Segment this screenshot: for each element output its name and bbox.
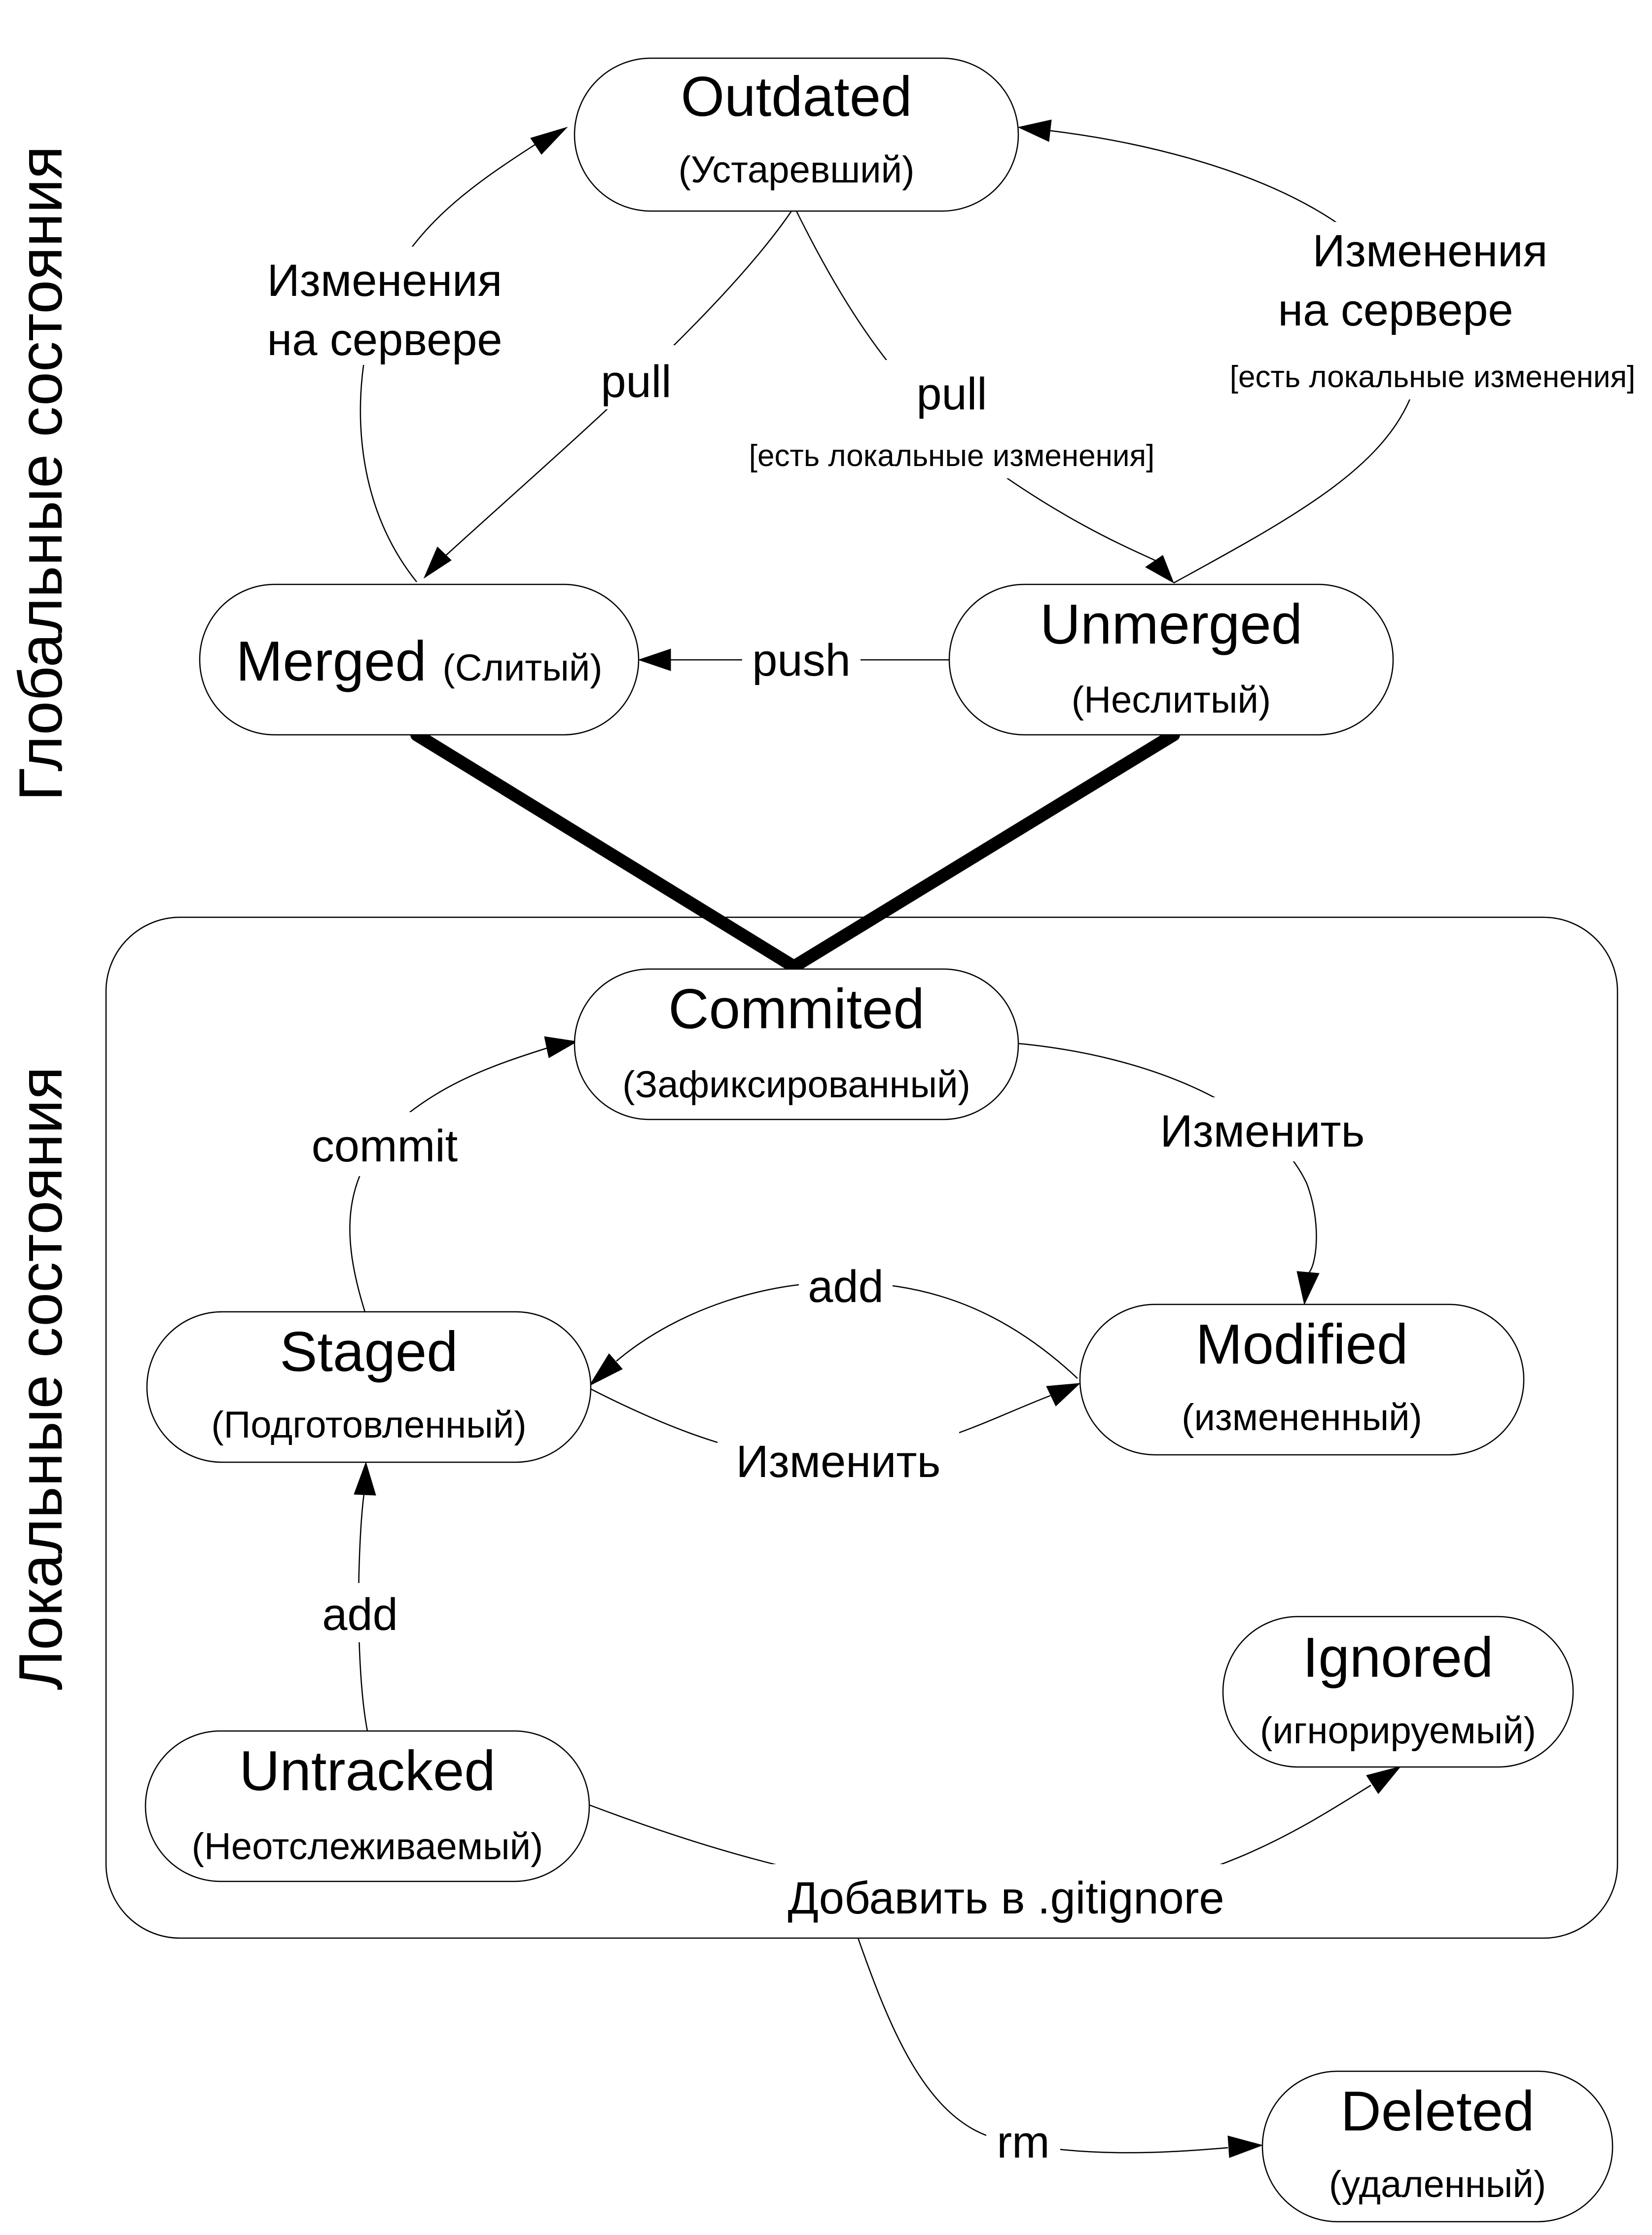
transition-label: push — [752, 635, 851, 685]
label-merged-to-outdated: Изменения на сервере — [251, 247, 518, 365]
transition-label: pull — [916, 369, 987, 419]
state-commited[interactable]: Commited (Зафиксированный) — [574, 968, 1019, 1120]
label-outdated-to-merged: pull — [589, 345, 683, 409]
state-shape — [1222, 1616, 1574, 1768]
arrowhead — [1366, 1766, 1401, 1794]
state-shape — [948, 583, 1394, 736]
label-background — [589, 345, 683, 409]
state-name: Ignored — [1303, 1626, 1494, 1689]
label-background — [718, 1428, 959, 1492]
arrowhead — [1017, 119, 1052, 142]
global-local-link — [410, 728, 1180, 974]
state-shape — [1079, 1303, 1525, 1456]
state-name: Untracked — [239, 1740, 496, 1802]
label-background — [742, 626, 861, 690]
arrowhead — [530, 126, 568, 155]
state-subtitle: (удаленный) — [1329, 2163, 1546, 2205]
state-subtitle: (Слитый) — [442, 647, 602, 689]
state-outdated[interactable]: Outdated (Устаревший) — [574, 57, 1019, 212]
state-staged[interactable]: Staged (Подготовленный) — [146, 1311, 592, 1463]
state-merged[interactable]: Merged (Слитый) — [199, 583, 640, 736]
transition-label: commit — [312, 1121, 458, 1171]
arrowhead — [544, 1036, 578, 1058]
state-untracked[interactable]: Untracked (Неотслеживаемый) — [144, 1730, 590, 1882]
arrowhead — [1145, 555, 1174, 584]
state-shape — [574, 968, 1019, 1120]
state-subtitle: (Подготовленный) — [211, 1404, 526, 1446]
arrowhead — [1046, 1383, 1081, 1406]
state-ignored[interactable]: Ignored (игнорируемый) — [1222, 1616, 1574, 1768]
label-background — [799, 1255, 893, 1314]
state-subtitle: (измененный) — [1182, 1397, 1422, 1439]
label-untracked-to-ignored: Добавить в .gitignore — [762, 1864, 1250, 1928]
local-states-frame — [105, 916, 1618, 1939]
state-subtitle: (Зафиксированный) — [622, 1064, 970, 1106]
state-name: Unmerged — [1040, 593, 1302, 656]
label-commited-to-modified: Изменить — [1144, 1097, 1381, 1161]
transition-label: rm — [997, 2117, 1049, 2167]
state-subtitle: (Устаревший) — [679, 149, 915, 191]
transition-label-line1: Изменения — [267, 255, 503, 306]
transition-label: Изменить — [1160, 1106, 1365, 1156]
label-modified-to-staged: add — [799, 1255, 893, 1314]
label-staged-to-commited: commit — [301, 1112, 468, 1176]
state-name: Staged — [280, 1321, 458, 1383]
label-unmerged-to-merged: push — [742, 626, 861, 690]
transition-label: Добавить в .gitignore — [788, 1873, 1224, 1923]
label-untracked-to-staged: add — [313, 1583, 407, 1642]
arrowhead — [588, 1353, 623, 1387]
transition-label-line1: Изменения — [1313, 226, 1548, 276]
transition-guard: [есть локальные изменения] — [1230, 360, 1636, 394]
label-staged-to-modified: Изменить — [718, 1428, 959, 1492]
state-shape — [146, 1311, 592, 1463]
state-deleted[interactable]: Deleted (удаленный) — [1261, 2070, 1614, 2223]
transition-label-line2: на сервере — [1278, 285, 1513, 335]
arrowhead — [423, 546, 452, 579]
transition-label: add — [808, 1262, 884, 1312]
label-background — [301, 1112, 468, 1176]
transition-label: Изменить — [736, 1437, 941, 1487]
label-background — [986, 2113, 1060, 2172]
state-name: Outdated — [681, 66, 912, 128]
arrowhead — [1227, 2135, 1263, 2158]
arrowhead — [638, 649, 671, 671]
arrowhead — [354, 1461, 376, 1496]
state-name: Merged — [236, 630, 427, 693]
state-label-line: Merged (Слитый) — [236, 630, 602, 693]
state-shape — [574, 57, 1019, 212]
label-background — [762, 1864, 1250, 1928]
label-local-to-deleted: rm — [986, 2113, 1060, 2172]
transition-label-line2: на сервере — [267, 315, 502, 365]
label-background — [1144, 1097, 1381, 1161]
global-states-label: Глобальные состояния — [7, 146, 75, 801]
state-name: Modified — [1196, 1313, 1408, 1376]
transition-label: pull — [601, 357, 671, 407]
state-name: Deleted — [1341, 2080, 1535, 2143]
label-background — [313, 1583, 407, 1642]
label-background — [730, 360, 1184, 478]
label-outdated-to-unmerged: pull [есть локальные изменения] — [730, 360, 1184, 478]
label-background — [1203, 222, 1642, 399]
arrowhead — [1296, 1271, 1320, 1305]
transition-label: add — [322, 1589, 398, 1640]
state-unmerged[interactable]: Unmerged (Неслитый) — [948, 583, 1394, 736]
state-shape — [1261, 2070, 1614, 2223]
state-subtitle: (Неслитый) — [1072, 679, 1271, 721]
label-background — [251, 247, 518, 365]
transition-guard: [есть локальные изменения] — [749, 439, 1155, 473]
label-unmerged-to-outdated: Изменения на сервере [есть локальные изм… — [1203, 222, 1642, 399]
state-shape — [144, 1730, 590, 1882]
state-subtitle: (игнорируемый) — [1260, 1710, 1536, 1752]
local-states-label: Локальные состояния — [7, 1066, 75, 1690]
state-name: Commited — [668, 978, 924, 1041]
state-shape — [199, 583, 640, 736]
edge-staged-to-commited — [349, 1047, 548, 1312]
state-modified[interactable]: Modified (измененный) — [1079, 1303, 1525, 1456]
state-subtitle: (Неотслеживаемый) — [192, 1826, 543, 1868]
